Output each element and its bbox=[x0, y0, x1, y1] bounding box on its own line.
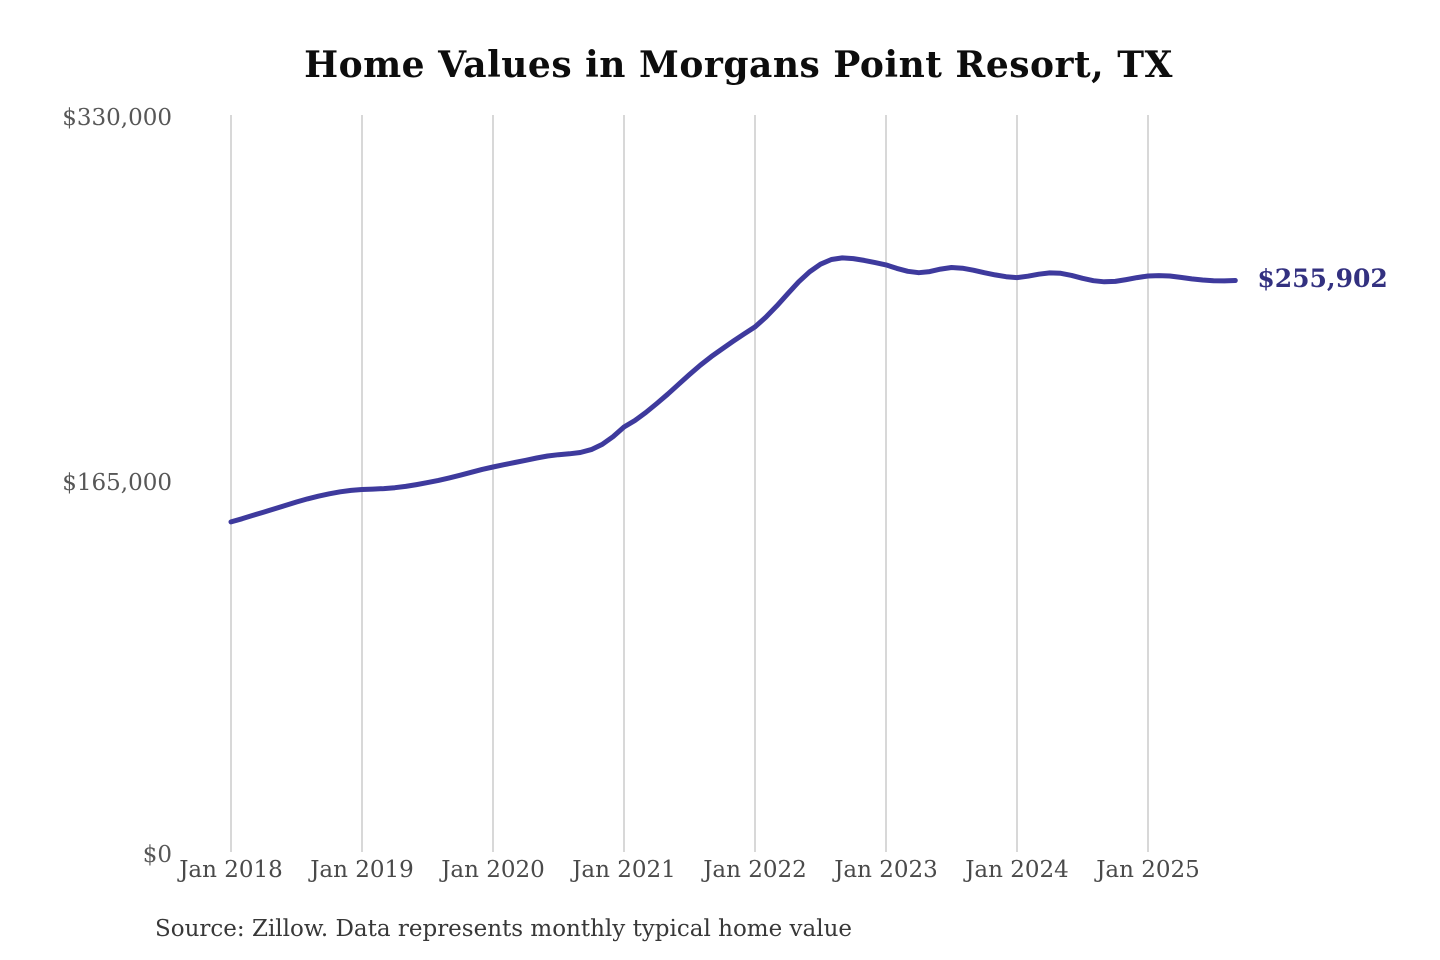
price-line bbox=[228, 255, 1238, 525]
x-tick-label: Jan 2019 bbox=[310, 857, 414, 883]
x-tick-label: Jan 2021 bbox=[572, 857, 676, 883]
x-tick-label: Jan 2025 bbox=[1096, 857, 1200, 883]
y-tick-label: $165,000 bbox=[62, 470, 172, 496]
x-tick-label: Jan 2023 bbox=[834, 857, 938, 883]
x-tick-label: Jan 2020 bbox=[441, 857, 545, 883]
chart-title: Home Values in Morgans Point Resort, TX bbox=[304, 44, 1173, 86]
y-tick-label: $330,000 bbox=[62, 105, 172, 131]
latest-value-label: $255,902 bbox=[1257, 264, 1388, 294]
x-tick-label: Jan 2022 bbox=[703, 857, 807, 883]
gridlines bbox=[230, 115, 1149, 852]
source-note: Source: Zillow. Data represents monthly … bbox=[155, 916, 853, 942]
x-tick-label: Jan 2018 bbox=[179, 857, 283, 883]
y-tick-label: $0 bbox=[142, 842, 172, 868]
x-tick-label: Jan 2024 bbox=[965, 857, 1069, 883]
